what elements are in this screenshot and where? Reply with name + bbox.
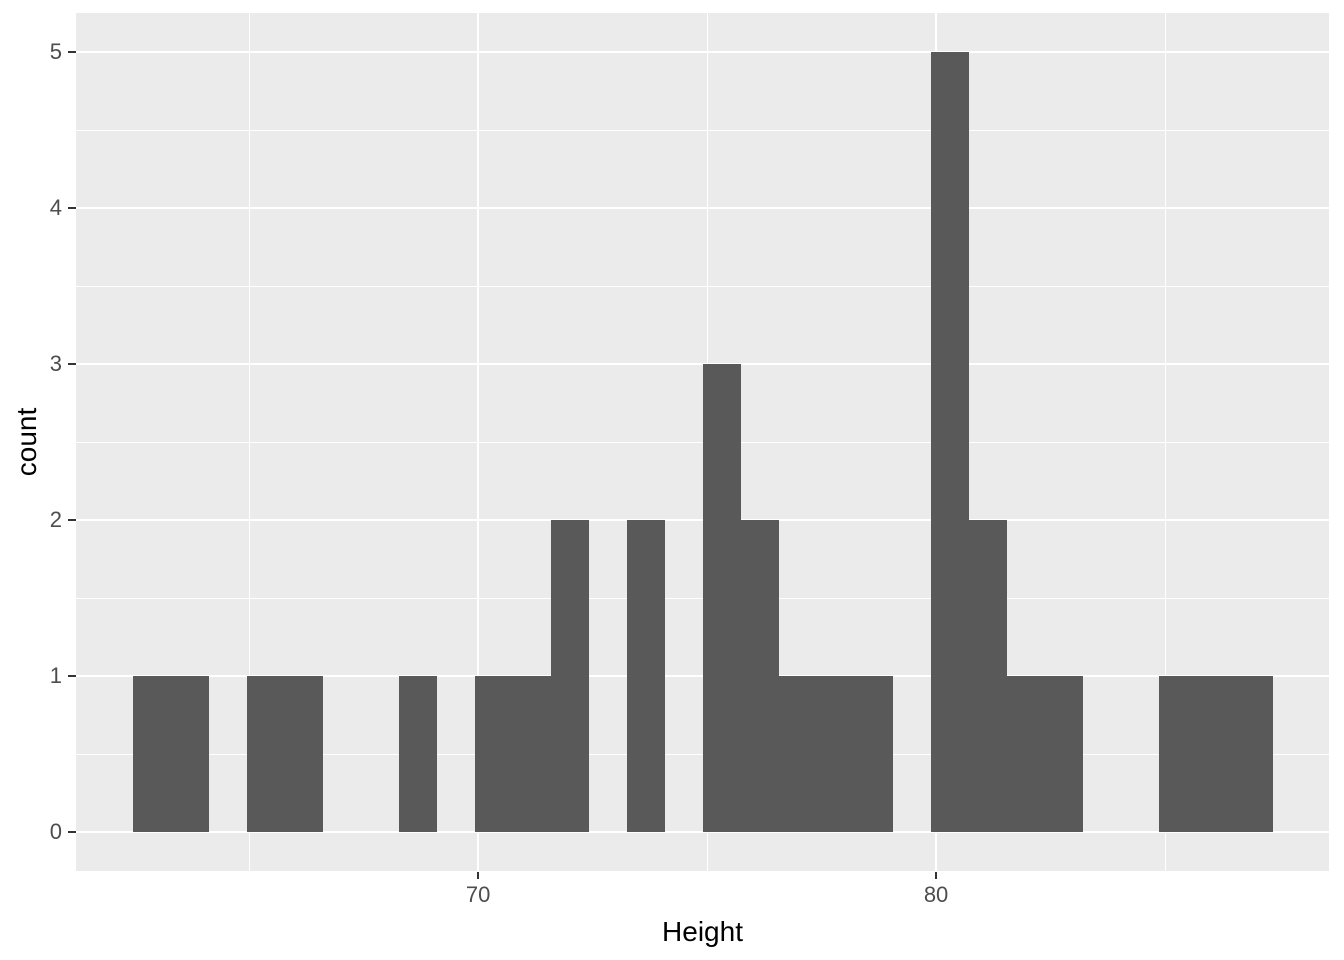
y-axis-title: count: [11, 407, 42, 477]
y-tick-label: 0: [49, 819, 62, 844]
major-gridline-y: [76, 51, 1329, 53]
histogram-bar: [1044, 676, 1083, 832]
histogram-bar: [1234, 676, 1273, 832]
major-gridline-y: [76, 207, 1329, 209]
x-tick-label: 70: [465, 882, 491, 907]
y-tick-mark: [68, 207, 76, 209]
histogram-bar: [474, 676, 514, 832]
minor-gridline-y: [76, 753, 1329, 755]
major-gridline-y: [76, 363, 1329, 365]
x-tick-mark: [477, 872, 480, 879]
x-tick-mark: [935, 872, 938, 879]
histogram-bar: [968, 520, 1008, 832]
minor-gridline-x: [248, 13, 250, 871]
histogram-bar: [702, 364, 742, 832]
major-gridline-y: [76, 675, 1329, 677]
x-tick-label: 80: [923, 882, 949, 907]
y-tick-mark: [68, 675, 76, 677]
histogram-bar: [626, 520, 665, 832]
minor-gridline-y: [76, 441, 1329, 443]
histogram-bar: [1006, 676, 1046, 832]
y-tick-label: 3: [49, 351, 62, 376]
histogram-bar: [246, 676, 286, 832]
histogram-bar: [512, 676, 552, 832]
y-tick-mark: [68, 519, 76, 521]
histogram-bar: [1158, 676, 1198, 832]
minor-gridline-y: [76, 285, 1329, 287]
minor-gridline-x: [1164, 13, 1166, 871]
y-tick-mark: [68, 363, 76, 365]
major-gridline-y: [76, 519, 1329, 521]
y-tick-label: 2: [49, 507, 62, 532]
histogram-bar: [284, 676, 323, 832]
y-tick-label: 4: [49, 195, 62, 220]
histogram-bar: [778, 676, 818, 832]
histogram-bar: [170, 676, 209, 832]
y-tick-mark: [68, 831, 76, 833]
histogram-bar: [132, 676, 172, 832]
histogram-bar: [398, 676, 437, 832]
histogram-bar: [740, 520, 780, 832]
histogram-bar: [854, 676, 893, 832]
major-gridline-y: [76, 831, 1329, 833]
y-tick-label: 1: [49, 663, 62, 688]
histogram-bar: [1196, 676, 1236, 832]
x-axis-title: Height: [662, 916, 743, 947]
plot-panel: [76, 13, 1329, 871]
histogram-bar: [816, 676, 856, 832]
histogram-bar: [550, 520, 589, 832]
minor-gridline-y: [76, 597, 1329, 599]
major-gridline-x: [477, 13, 480, 871]
y-tick-label: 5: [49, 39, 62, 64]
histogram-bar: [930, 52, 970, 832]
y-tick-mark: [68, 51, 76, 53]
minor-gridline-y: [76, 129, 1329, 131]
